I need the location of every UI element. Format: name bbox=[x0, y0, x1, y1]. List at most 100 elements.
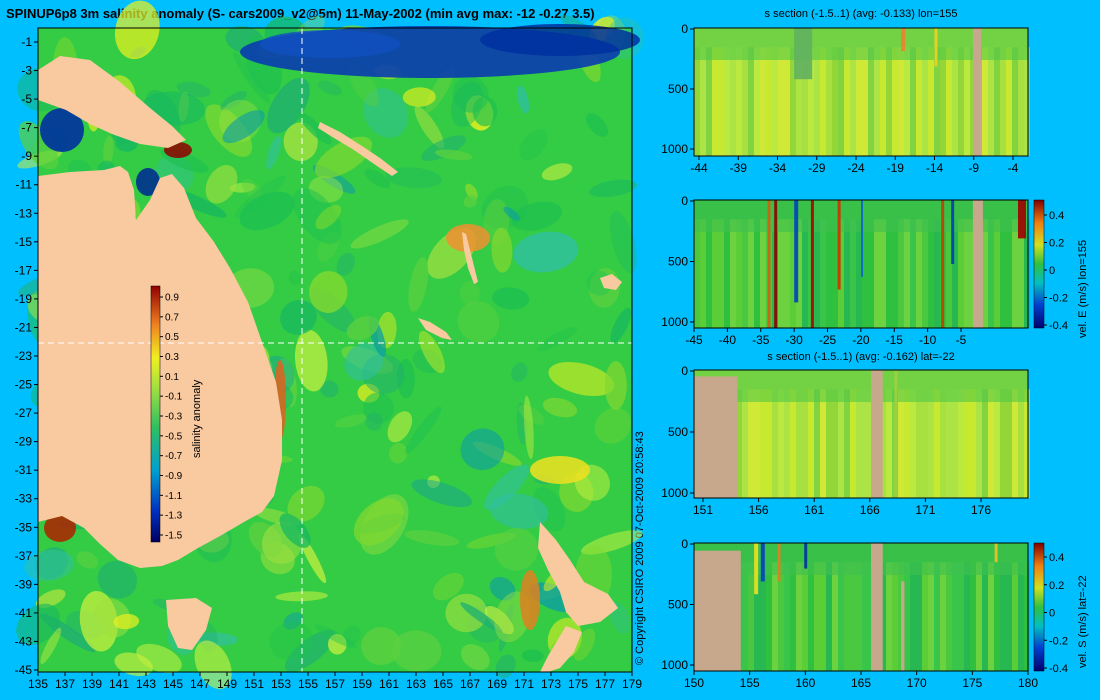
section-column bbox=[958, 47, 964, 157]
map-y-tick-label: -43 bbox=[15, 634, 33, 648]
ocean-eddy bbox=[267, 77, 310, 134]
map-x-tick-label: 177 bbox=[595, 677, 615, 691]
section-column bbox=[844, 219, 850, 328]
ocean-eddy bbox=[353, 498, 404, 546]
land-solomons bbox=[318, 122, 398, 176]
ocean-eddy bbox=[40, 627, 62, 665]
section-streak bbox=[810, 200, 814, 328]
ocean-eddy bbox=[463, 195, 478, 208]
section-column bbox=[862, 219, 868, 328]
s-section-lon-x-tick-label: -14 bbox=[926, 161, 944, 175]
ocean-eddy bbox=[610, 307, 632, 344]
map-y-tick-label: -27 bbox=[15, 406, 33, 420]
map-x-tick-label: 171 bbox=[514, 677, 534, 691]
salinity-colorbar-tick-label: -1.3 bbox=[165, 511, 183, 522]
vel-s-section-y-tick-label: 1000 bbox=[661, 658, 688, 672]
vel-s-section-colorbar-tick-label: 0.2 bbox=[1049, 580, 1064, 592]
ocean-eddy bbox=[537, 327, 578, 351]
vel-e-colorbar-ticks: 0.4 0.2 0 -0.2 -0.4 bbox=[1044, 210, 1068, 332]
section-column bbox=[916, 562, 922, 671]
ocean-eddy bbox=[585, 113, 609, 138]
s-section-lon-y-tick-label: 500 bbox=[668, 82, 688, 96]
land-new-caledonia bbox=[418, 318, 452, 340]
section-column bbox=[898, 389, 904, 498]
section-column bbox=[904, 219, 910, 328]
section-column bbox=[754, 389, 760, 498]
section-column bbox=[742, 219, 748, 328]
section-column bbox=[1006, 47, 1012, 157]
section-column bbox=[1012, 562, 1018, 671]
ocean-eddy bbox=[491, 227, 513, 273]
section-land bbox=[694, 550, 741, 671]
vel-s-section-y-tick-label: 500 bbox=[668, 598, 688, 612]
ocean-eddy bbox=[297, 111, 332, 145]
section-column bbox=[994, 389, 1000, 498]
ocean-eddy bbox=[492, 287, 530, 310]
map-x-tick-label: 139 bbox=[82, 677, 102, 691]
section-column bbox=[1018, 562, 1024, 671]
section-column bbox=[778, 219, 784, 328]
ocean-eddy bbox=[516, 85, 530, 114]
section-column bbox=[964, 47, 970, 157]
ocean-eddy bbox=[242, 178, 262, 201]
map-x-tick-label: 175 bbox=[568, 677, 588, 691]
section-column bbox=[844, 389, 850, 498]
vel-s-section-x-tick-label: 150 bbox=[684, 676, 704, 690]
ocean-eddy bbox=[362, 392, 394, 424]
section-column bbox=[748, 219, 754, 328]
section-panel-1: s section (-1.5..1) (avg: -0.133) lon=15… bbox=[661, 8, 1030, 175]
vel-e-section-x-tick-label: -40 bbox=[719, 333, 737, 347]
section-column bbox=[946, 219, 952, 328]
section-column bbox=[856, 562, 862, 671]
map-y-tick-label: -19 bbox=[15, 292, 33, 306]
section-column bbox=[844, 47, 850, 157]
vel-e-section-x-tick-label: -20 bbox=[852, 333, 870, 347]
section-column bbox=[964, 389, 970, 498]
ocean-eddy bbox=[239, 191, 295, 231]
section-column bbox=[922, 219, 928, 328]
map-x-axis: 135 137 139 141 143 145 147 149 151 153 155 157 159 1… bbox=[28, 672, 642, 691]
ocean-eddy bbox=[459, 280, 480, 306]
map-x-tick-label: 161 bbox=[379, 677, 399, 691]
section-column bbox=[886, 562, 892, 671]
section-column bbox=[838, 219, 844, 328]
section-column bbox=[874, 47, 880, 157]
ocean-eddy bbox=[516, 402, 527, 445]
section-column bbox=[844, 562, 850, 671]
land-new-zealand-north bbox=[538, 522, 618, 626]
ocean-eddy bbox=[275, 591, 328, 602]
land-vanuatu bbox=[462, 232, 478, 284]
map-y-tick-label: -31 bbox=[15, 463, 33, 477]
section-column bbox=[796, 47, 802, 157]
vel-e-section-x-tick-label: -25 bbox=[819, 333, 837, 347]
section-column bbox=[928, 562, 934, 671]
ocean-eddy bbox=[421, 135, 467, 161]
section-column bbox=[988, 389, 994, 498]
section-column bbox=[910, 219, 916, 328]
ocean-eddy bbox=[408, 257, 429, 312]
map-y-tick-label: -45 bbox=[15, 663, 33, 677]
s-section-lon-y-axis: 0 500 1000 bbox=[661, 22, 694, 156]
vel-s-section-x-tick-label: 170 bbox=[907, 676, 927, 690]
section-column bbox=[982, 219, 988, 328]
map-x-tick-label: 163 bbox=[406, 677, 426, 691]
ocean-eddy bbox=[114, 0, 160, 60]
section-column bbox=[748, 389, 754, 498]
ocean-eddy bbox=[391, 630, 442, 672]
section-column bbox=[892, 562, 898, 671]
section-column bbox=[988, 47, 994, 157]
ocean-salty-patch bbox=[520, 570, 540, 630]
s-section-lon-x-tick-label: -19 bbox=[887, 161, 905, 175]
section-column bbox=[784, 219, 790, 328]
section-column bbox=[802, 562, 808, 671]
section-column bbox=[898, 219, 904, 328]
section-column bbox=[796, 219, 802, 328]
section-column bbox=[772, 389, 778, 498]
ocean-eddy bbox=[279, 513, 311, 548]
section-column bbox=[838, 47, 844, 157]
section-column bbox=[724, 219, 730, 328]
section-column bbox=[712, 219, 718, 328]
section-column bbox=[784, 389, 790, 498]
section-column bbox=[940, 47, 946, 157]
